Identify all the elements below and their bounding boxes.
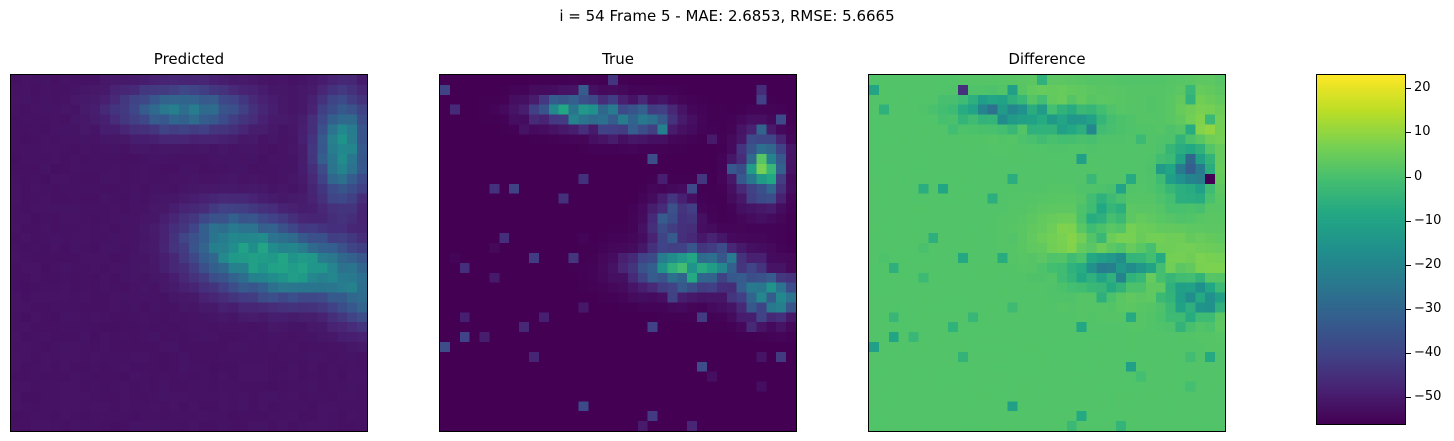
colorbar-tick-label: −10 (1414, 212, 1442, 228)
colorbar-tick-mark (1406, 220, 1411, 222)
true-heatmap-cells (440, 75, 796, 431)
colorbar-tick-mark (1406, 176, 1411, 178)
true-title: True (602, 50, 634, 68)
colorbar-tick-label: 10 (1414, 124, 1431, 140)
colorbar-tick-label: 0 (1414, 168, 1423, 184)
predicted-heatmap (10, 74, 368, 432)
colorbar-tick-label: 20 (1414, 80, 1431, 96)
colorbar-tick-mark (1406, 309, 1411, 311)
colorbar-tick-label: −50 (1414, 389, 1442, 405)
colorbar-gradient (1317, 75, 1405, 424)
colorbar-tick-mark (1406, 397, 1411, 399)
colorbar-tick-mark (1406, 88, 1411, 90)
colorbar-tick-mark (1406, 132, 1411, 134)
true-heatmap (439, 74, 797, 432)
difference-heatmap (868, 74, 1226, 432)
colorbar (1316, 74, 1406, 425)
colorbar-tick-mark (1406, 264, 1411, 266)
colorbar-tick-label: −40 (1414, 345, 1442, 361)
colorbar-tick-label: −30 (1414, 301, 1442, 317)
predicted-heatmap-cells (11, 75, 367, 431)
difference-heatmap-cells (869, 75, 1225, 431)
colorbar-tick-mark (1406, 353, 1411, 355)
colorbar-tick-label: −20 (1414, 256, 1442, 272)
difference-title: Difference (1008, 50, 1086, 68)
predicted-title: Predicted (153, 50, 225, 68)
figure-suptitle: i = 54 Frame 5 - MAE: 2.6853, RMSE: 5.66… (559, 7, 895, 25)
